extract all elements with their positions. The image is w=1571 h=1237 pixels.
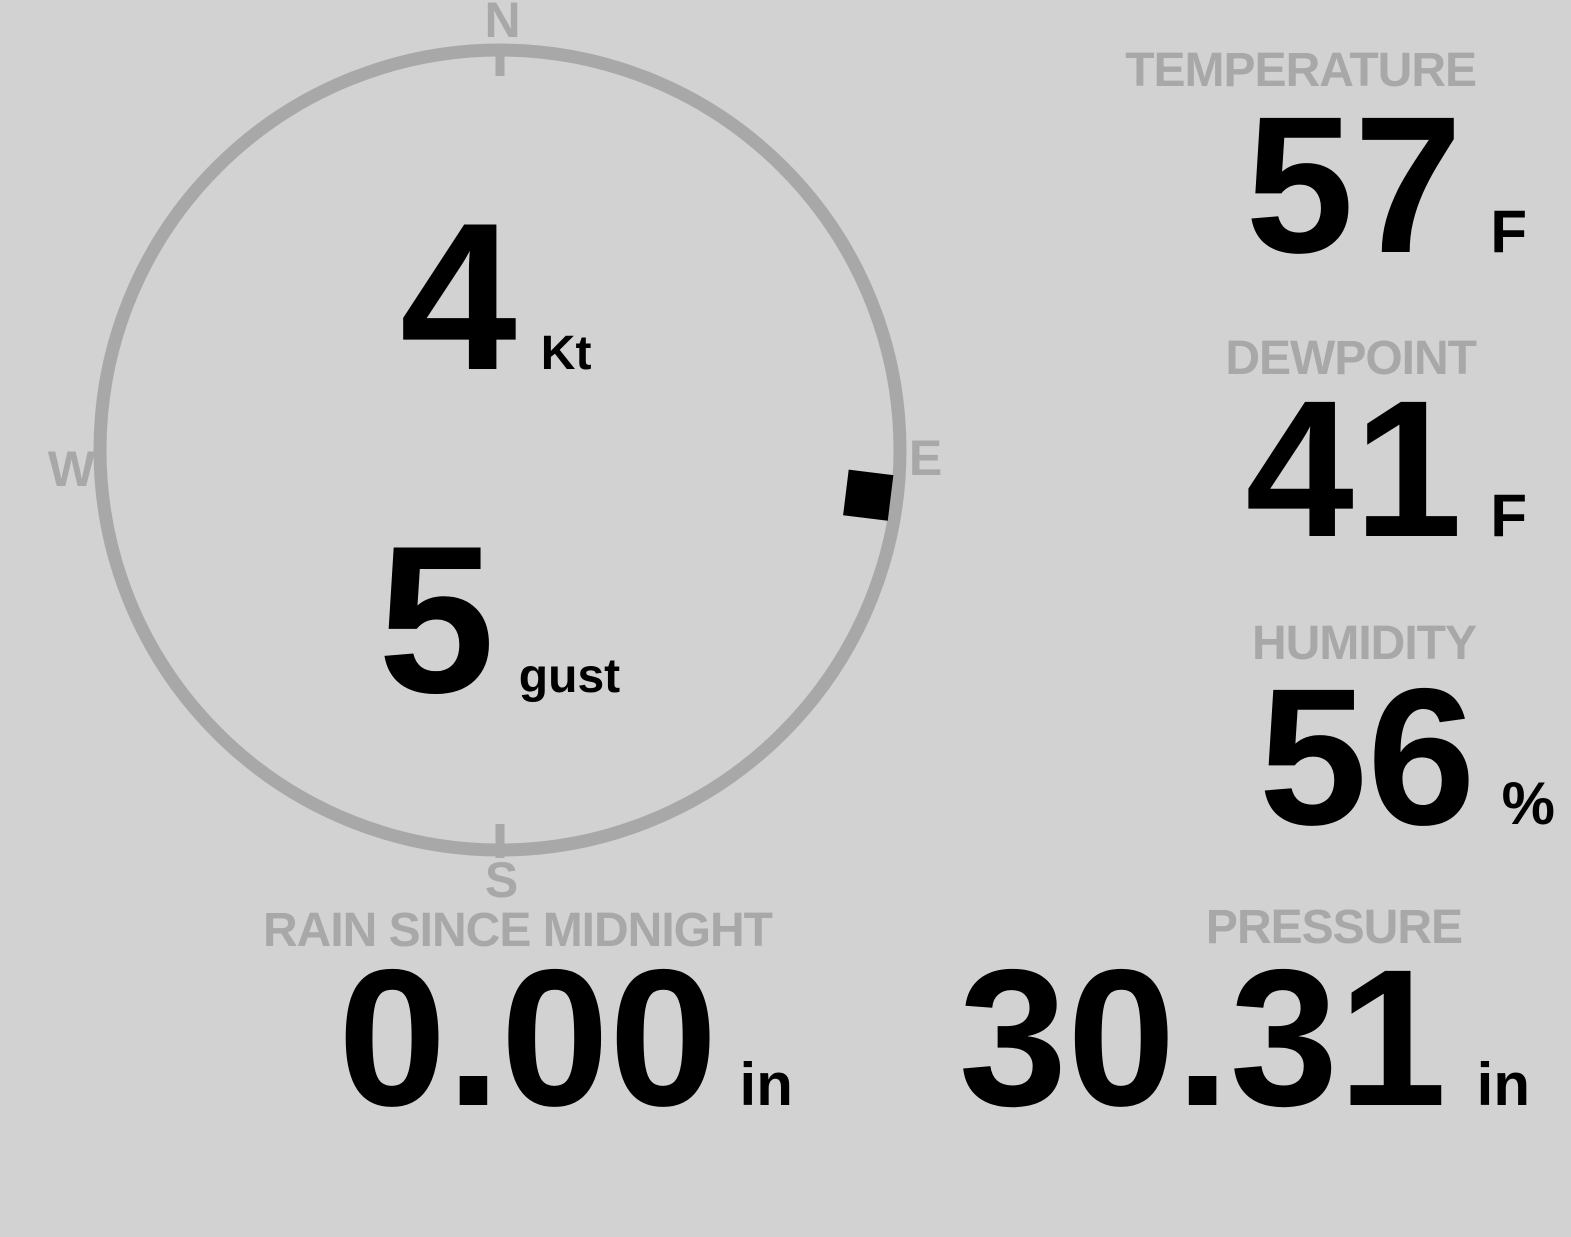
wind-gust: 5 gust [378,515,620,725]
wind-speed-value: 4 [400,179,517,414]
rain-reading: 0.00 in [338,941,793,1136]
wind-direction-marker [843,469,894,521]
rain-unit: in [739,1051,793,1118]
humidity-unit: % [1501,770,1555,837]
compass-label-east: E [908,430,942,486]
compass-label-north: N [484,0,520,48]
temperature-label: TEMPERATURE [1125,44,1477,97]
wind-speed-unit: Kt [540,327,592,380]
pressure-unit: in [1476,1051,1530,1118]
rain-value: 0.00 [338,929,718,1147]
wind-direction-marker-group [843,469,894,521]
compass-label-south: S [484,852,518,908]
pressure-value: 30.31 [958,929,1447,1147]
dewpoint-reading: 41 F [1245,372,1527,567]
dewpoint-value: 41 [1245,360,1463,578]
humidity-reading: 56 % [1259,660,1555,855]
temperature-reading: 57 F [1245,88,1527,283]
pressure-label: PRESSURE [1205,901,1463,954]
compass-label-west: W [47,441,95,497]
compass-ring [93,43,907,857]
wind-gust-unit: gust [518,650,621,703]
dewpoint-label: DEWPOINT [1225,332,1477,385]
temperature-value: 57 [1245,76,1463,294]
dewpoint-unit: F [1490,482,1527,549]
wind-gust-value: 5 [378,502,495,737]
rain-label: RAIN SINCE MIDNIGHT [263,904,773,957]
pressure-reading: 30.31 in [959,941,1530,1136]
humidity-value: 56 [1258,648,1476,866]
temperature-unit: F [1490,198,1527,265]
humidity-label: HUMIDITY [1252,617,1477,670]
wind-speed: 4 Kt [400,192,591,402]
